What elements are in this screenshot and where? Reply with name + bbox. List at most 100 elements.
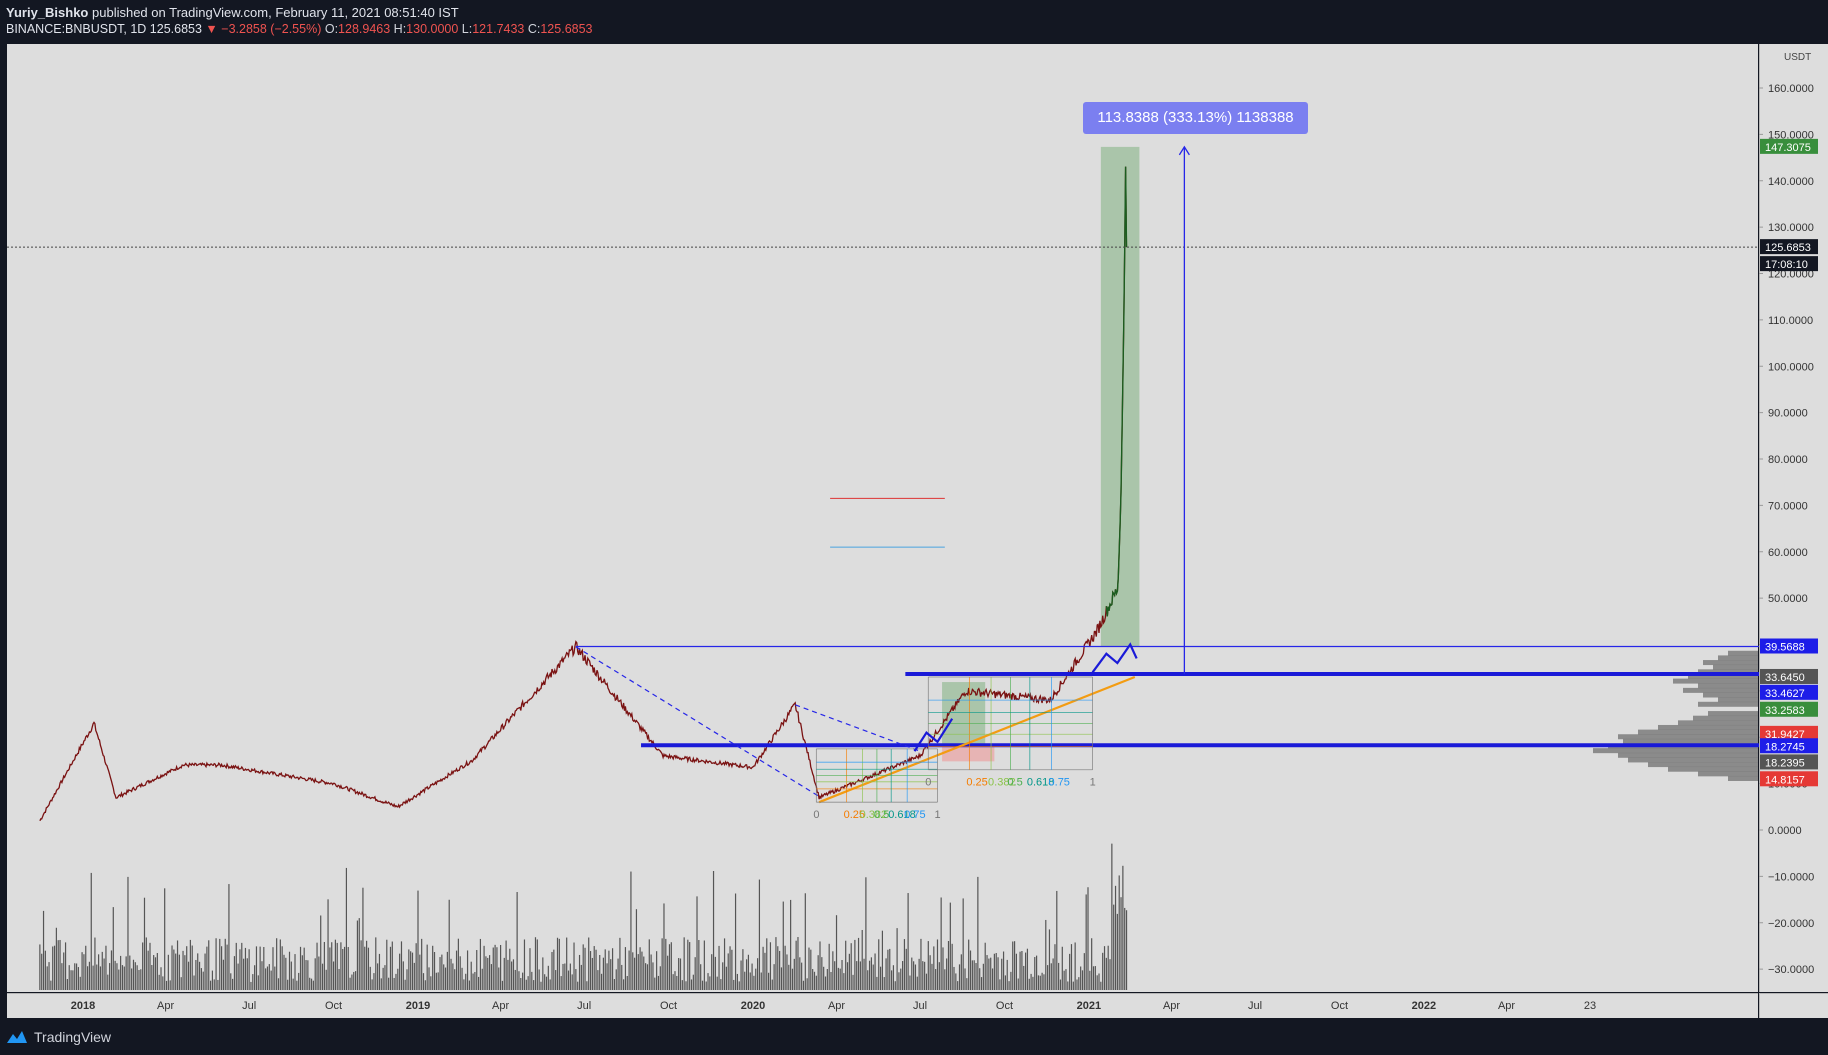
fib-grid-a-label: 1 [934, 809, 940, 821]
uptrend-line [818, 675, 1136, 804]
price-tick-label: −30.0000 [1768, 964, 1814, 976]
volume-profile-bar [1718, 655, 1758, 661]
open-label: O: [324, 22, 339, 36]
price-tag-label: 31.9427 [1765, 729, 1805, 741]
price-tag-bg [1760, 256, 1818, 272]
price-tick-label: −20.0000 [1768, 918, 1814, 930]
price-tag-label: 33.4627 [1765, 688, 1805, 700]
price-tag-bg [1760, 725, 1818, 741]
price-tag-label: 33.2583 [1765, 705, 1805, 717]
time-tick-label: Apr [492, 1000, 509, 1012]
price-tag-bg [1760, 771, 1818, 787]
volume-profile-bar [1648, 762, 1758, 768]
price-tag-label: 17:08:10 [1765, 259, 1808, 271]
volume-profile-bar [1728, 775, 1758, 781]
time-tick-label: Jul [242, 1000, 256, 1012]
price-tick-label: 60.0000 [1768, 547, 1808, 559]
price-tag-bg [1760, 138, 1818, 154]
price-change: −3.2858 (−2.55%) [221, 22, 322, 36]
price-tag-label: 125.6853 [1765, 242, 1811, 254]
volume-profile-bar [1618, 752, 1758, 758]
stop-loss-zone [942, 746, 995, 762]
time-tick-label: 2019 [406, 1000, 430, 1012]
volume-profile-bar [1623, 738, 1758, 744]
fib-grid-b-label: 0.382 [988, 777, 1016, 789]
volume-profile-bar [1688, 673, 1758, 679]
price-unit: USDT [1784, 52, 1812, 63]
volume-profile-bar [1618, 734, 1758, 740]
high-value: 130.0000 [406, 22, 459, 36]
fib-grid-a-label: 0.25 [844, 809, 865, 821]
author-name[interactable]: Yuriy_Bishko [6, 5, 89, 20]
price-series-rally [1105, 166, 1128, 617]
tradingview-logo-icon [7, 1031, 27, 1043]
time-tick-label: Apr [1498, 1000, 1515, 1012]
time-tick-label: Jul [577, 1000, 591, 1012]
measure-label: 113.8388 (333.13%) 1138388 [1083, 102, 1308, 134]
price-tag-label: 18.2395 [1765, 757, 1805, 769]
price-tick-label: 100.0000 [1768, 361, 1814, 373]
time-tick-label: Apr [828, 1000, 845, 1012]
measure-arrow-head [1178, 145, 1190, 156]
time-tick-label: Oct [660, 1000, 677, 1012]
time-tick-label: 2021 [1077, 1000, 1101, 1012]
price-tick-label: 50.0000 [1768, 593, 1808, 605]
price-tag-label: 14.8157 [1765, 774, 1805, 786]
price-tick-label: 90.0000 [1768, 408, 1808, 420]
time-tick-label: Jul [913, 1000, 927, 1012]
price-tag-bg [1760, 738, 1818, 754]
close-label: C: [527, 22, 541, 36]
projection-zigzag-2020 [913, 718, 954, 752]
volume-profile-bar [1698, 683, 1758, 689]
price-tag-bg [1760, 701, 1818, 717]
price-tick-label: 140.0000 [1768, 176, 1814, 188]
published-info: published on TradingView.com, February 1… [92, 5, 459, 20]
price-tick-label: 150.0000 [1768, 129, 1814, 141]
price-tag-label: 18.2745 [1765, 741, 1805, 753]
symbol-label: BINANCE:BNBUSDT, 1D [6, 22, 147, 36]
price-tick-label: 130.0000 [1768, 222, 1814, 234]
price-tag-bg [1760, 684, 1818, 700]
fib-grid-b-label: 0 [925, 777, 931, 789]
volume-profile-bar [1728, 650, 1758, 656]
volume-profile-bar [1683, 687, 1758, 693]
volume-profile-bar [1693, 715, 1758, 721]
volume-profile-bar [1718, 697, 1758, 703]
price-tick-label: 110.0000 [1768, 315, 1813, 327]
fib-grid-a-label: 0 [813, 809, 819, 821]
volume-profile-bar [1593, 748, 1758, 754]
fib-grid-b-label: 0.25 [966, 777, 987, 789]
time-tick-label: 2022 [1412, 1000, 1436, 1012]
time-tick-label: 2018 [71, 1000, 95, 1012]
volume-profile-bar [1703, 692, 1758, 698]
price-tag-bg [1760, 668, 1818, 684]
open-value: 128.9463 [338, 22, 391, 36]
volume-profile-bar [1638, 729, 1758, 735]
last-price: 125.6853 [149, 22, 202, 36]
volume-profile-bar [1678, 720, 1758, 726]
volume-profile-bar [1698, 771, 1758, 777]
fib-grid-b-label: 1 [1090, 777, 1096, 789]
volume-profile-bar [1673, 678, 1758, 684]
time-tick-label: Oct [1331, 1000, 1348, 1012]
time-axis[interactable] [7, 993, 1758, 1018]
footer-logo[interactable]: TradingView [6, 1025, 111, 1049]
price-tag-label: 33.6450 [1765, 672, 1805, 684]
volume-profile-bar [1658, 724, 1758, 730]
price-axis[interactable]: USDT [1759, 44, 1828, 992]
downtrend-line-2 [795, 704, 921, 752]
volume-profile-bar [1628, 757, 1758, 763]
price-tick-label: −10.0000 [1768, 871, 1814, 883]
low-value: 121.7433 [472, 22, 525, 36]
time-tick-label: Oct [325, 1000, 342, 1012]
time-tick-label: Apr [1163, 1000, 1180, 1012]
close-value: 125.6853 [540, 22, 593, 36]
price-tag-bg [1760, 754, 1818, 770]
chart-plot-area[interactable] [7, 44, 1758, 992]
axis-corner [1759, 993, 1828, 1018]
fib-grid-b-label: 0.618 [1027, 777, 1055, 789]
price-tick-label: 70.0000 [1768, 500, 1808, 512]
price-tick-label: 0.0000 [1768, 825, 1802, 837]
price-tick-label: 80.0000 [1768, 454, 1808, 466]
fib-grid-a-label: 0.5 [874, 809, 889, 821]
